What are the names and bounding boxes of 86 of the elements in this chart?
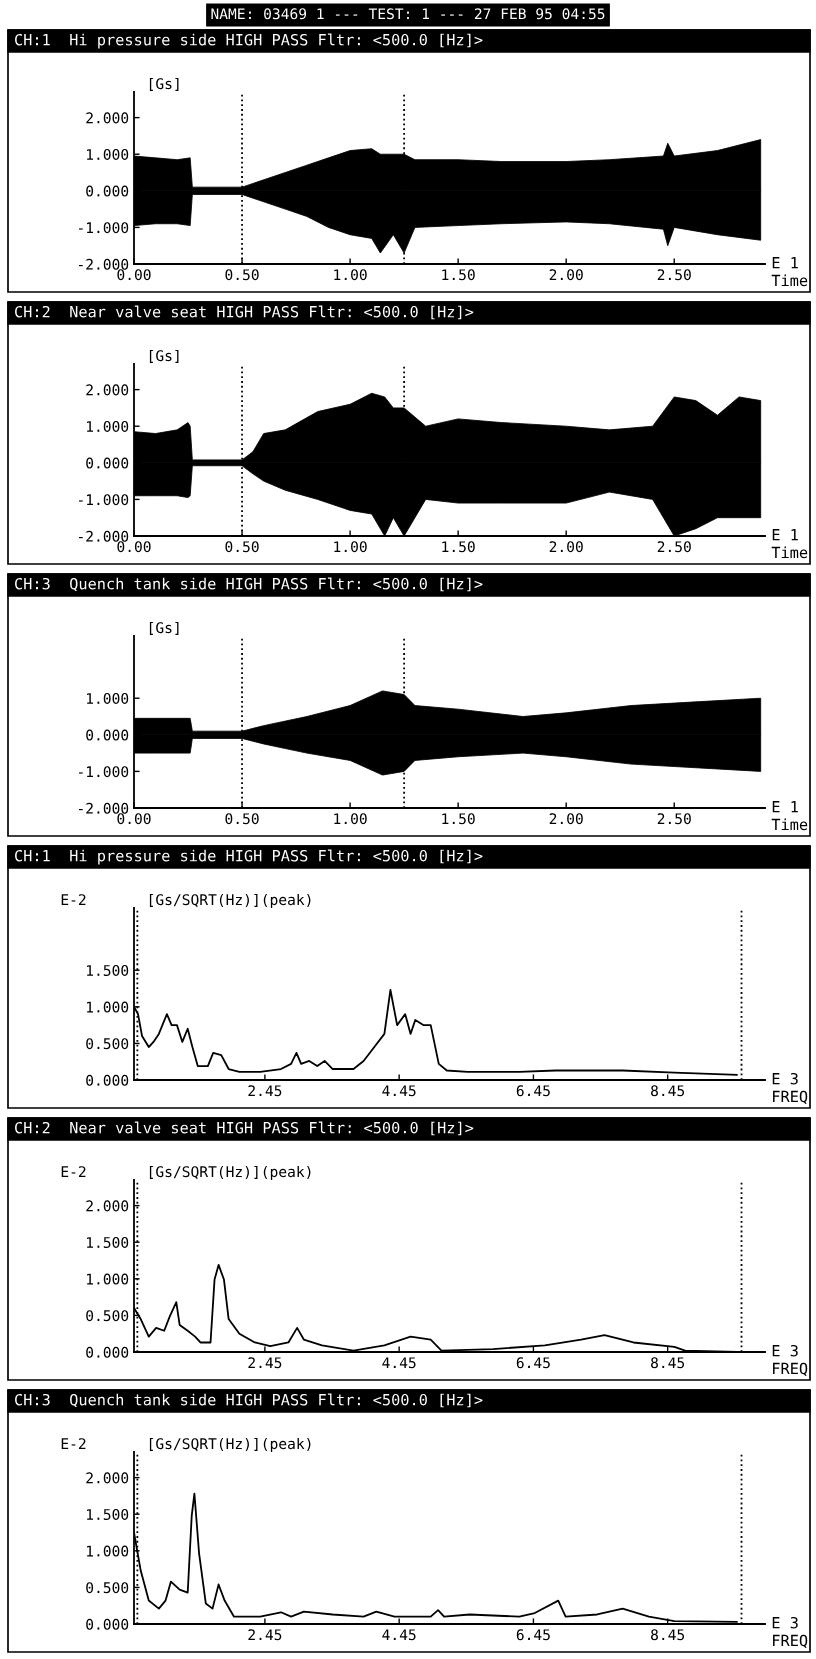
y-axis-title: [Gs]	[149, 621, 179, 635]
x-axis-title: Time	[771, 818, 808, 831]
y-tick-label: 1.500	[86, 1236, 129, 1248]
x-tick-label: 0.50	[225, 813, 259, 825]
y-axis-title: [Gs]	[149, 349, 179, 363]
x-tick-label: 2.00	[549, 541, 583, 553]
y-tick-label: 1.000	[86, 1545, 129, 1557]
x-tick-label: 0.00	[117, 541, 151, 553]
x-tick-label: 2.00	[549, 813, 583, 825]
y-tick-label: 1.000	[86, 148, 129, 160]
x-tick-label: 6.45	[516, 1629, 550, 1641]
y-tick-label: 0.500	[86, 1310, 129, 1322]
y-tick-label: 0.000	[86, 729, 129, 741]
y-tick-label: 0.000	[86, 1618, 129, 1630]
y-tick-label: 0.500	[86, 1582, 129, 1594]
y-tick-label: 1.500	[86, 1508, 129, 1520]
y-tick-label: -2.000	[79, 258, 129, 270]
text: E 1	[772, 801, 798, 813]
x-tick-label: 1.50	[442, 269, 475, 281]
y-tick-label: 2.000	[86, 112, 129, 124]
text: E 3	[772, 1072, 798, 1085]
text: E 3	[772, 1344, 798, 1357]
x-tick-label: 1.00	[334, 541, 367, 553]
x-tick-label: 2.50	[657, 541, 691, 553]
y-tick-label: 0.000	[86, 457, 129, 469]
x-axis-title: FREQ	[773, 1090, 808, 1105]
chart-subtitle: CH:1 Hi pressure side HIGH PASS Fltr: <500.0 [Hz]>	[15, 33, 483, 49]
chart-subtitle: CH:3 Quench tank side HIGH PASS Fltr: <500.0 [Hz]>	[15, 1393, 483, 1408]
x-tick-label: 4.45	[382, 1357, 416, 1369]
y-tick-label: 2.000	[86, 1472, 129, 1484]
x-tick-label: 1.00	[334, 269, 367, 281]
x-tick-label: 0.00	[117, 813, 151, 825]
x-tick-label: 2.45	[248, 1357, 282, 1369]
x-tick-label: 1.50	[442, 541, 475, 553]
x-tick-label: 4.45	[382, 1085, 416, 1097]
x-axis-title: Time	[771, 546, 808, 559]
x-axis-title: FREQ	[773, 1634, 808, 1649]
y-axis-title: [Gs]	[149, 77, 179, 91]
chart-subtitle: CH:2 Near valve seat HIGH PASS Fltr: <500.0 [Hz]>	[15, 305, 474, 320]
y-tick-label: -1.000	[79, 766, 129, 778]
x-tick-label: 8.45	[651, 1357, 685, 1369]
y-tick-label: 0.500	[86, 1038, 129, 1050]
y-tick-label: -2.000	[79, 530, 129, 542]
y-tick-label: 1.000	[86, 1001, 129, 1013]
x-tick-label: 4.45	[382, 1629, 416, 1641]
x-tick-label: 2.00	[549, 269, 583, 281]
y-tick-label: 1.000	[86, 692, 129, 704]
x-tick-label: 0.50	[225, 269, 259, 281]
chart-subtitle: CH:2 Near valve seat HIGH PASS Fltr: <500.0 [Hz]>	[15, 1121, 474, 1136]
x-tick-label: 1.50	[442, 813, 475, 825]
y-tick-label: 0.000	[86, 1346, 129, 1358]
x-tick-label: 6.45	[516, 1357, 550, 1369]
chart-title: NAME: 03469 1 --- TEST: 1 --- 27 FEB 95 04:55	[211, 8, 605, 20]
y-axis-title: [Gs/SQRT(Hz)](peak)	[149, 1165, 311, 1180]
y-tick-label: -1.000	[79, 494, 129, 506]
x-tick-label: 0.50	[225, 541, 259, 553]
x-tick-label: 8.45	[651, 1085, 685, 1097]
x-tick-label: 6.45	[516, 1085, 550, 1097]
y-tick-label: 0.000	[86, 1074, 129, 1086]
text: E 1	[772, 257, 798, 269]
text: E 1	[772, 529, 798, 541]
y-tick-label: 2.000	[86, 1200, 129, 1212]
x-tick-label: 2.50	[657, 269, 691, 281]
text: E 3	[772, 1616, 798, 1629]
y-tick-label: -2.000	[79, 802, 129, 814]
x-axis-title: Time	[771, 274, 808, 287]
chart-subtitle: CH:1 Hi pressure side HIGH PASS Fltr: <500.0 [Hz]>	[15, 849, 483, 865]
y-axis-title: [Gs/SQRT(Hz)](peak)	[149, 893, 311, 908]
y-tick-label: 0.000	[86, 185, 129, 197]
x-tick-label: 0.00	[117, 269, 151, 281]
x-tick-label: 8.45	[651, 1629, 685, 1641]
y-axis-title: [Gs/SQRT(Hz)](peak)	[149, 1437, 311, 1452]
x-axis-title: FREQ	[773, 1362, 808, 1377]
y-tick-label: -1.000	[79, 222, 129, 234]
text: E-2	[61, 894, 86, 905]
x-tick-label: 2.45	[248, 1085, 282, 1097]
y-tick-label: 2.000	[86, 384, 129, 396]
text: E-2	[61, 1166, 86, 1177]
y-tick-label: 1.000	[86, 420, 129, 432]
x-tick-label: 2.50	[657, 813, 691, 825]
x-tick-label: 2.45	[248, 1629, 282, 1641]
x-tick-label: 1.00	[334, 813, 367, 825]
y-tick-label: 1.000	[86, 1273, 129, 1285]
chart-subtitle: CH:3 Quench tank side HIGH PASS Fltr: <500.0 [Hz]>	[15, 577, 483, 592]
text: E-2	[61, 1438, 86, 1449]
y-tick-label: 1.500	[86, 964, 129, 976]
